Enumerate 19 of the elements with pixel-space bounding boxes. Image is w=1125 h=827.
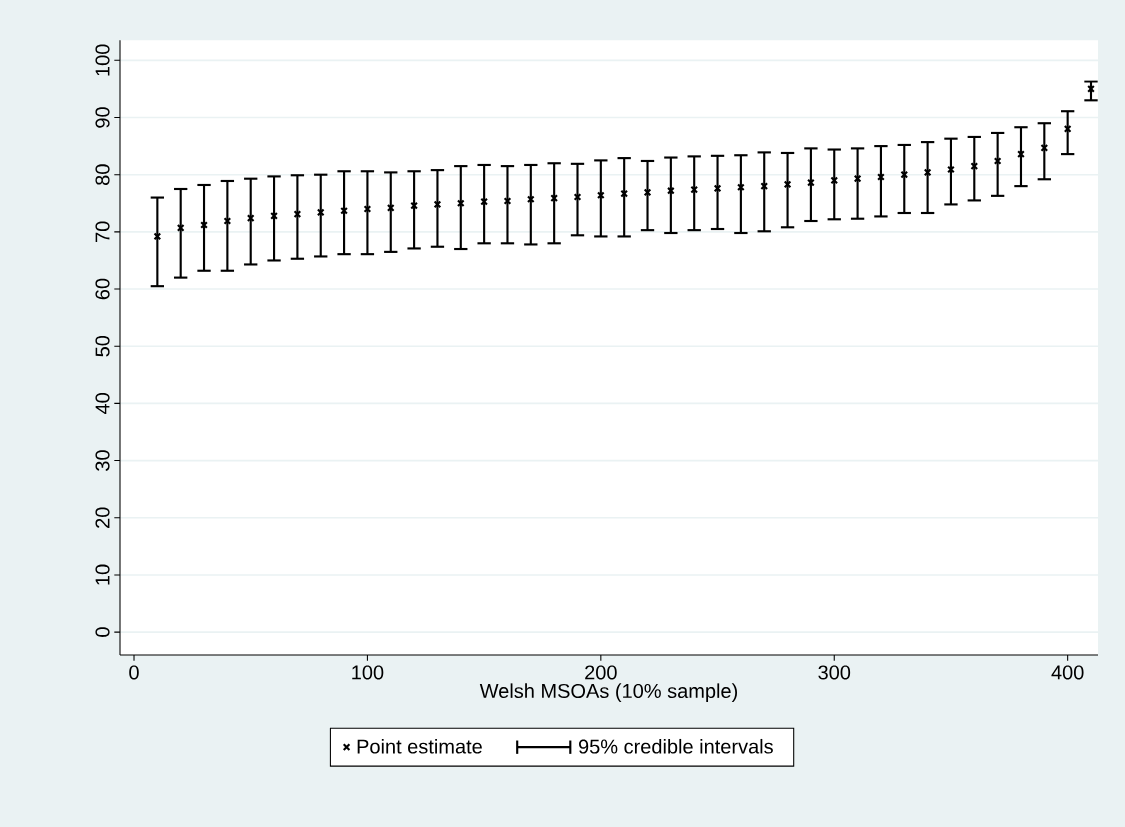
x-tick-label: 300 [818,665,851,680]
y-tick-label: 100 [95,44,110,76]
text: 95% credible intervals [578,738,773,754]
y-tick-label: 60 [95,278,110,300]
x-tick-label: 400 [1051,665,1084,680]
x-axis-title: Welsh MSOAs (10% sample) [479,683,738,702]
x-tick-label: 0 [129,665,139,680]
legend-label: Point estimate [357,738,482,754]
y-tick-label: 40 [95,393,110,415]
x-tick-label: 100 [352,665,384,680]
y-tick-label: 80 [95,164,110,185]
x-tick-label: 200 [585,665,617,680]
y-tick-label: 20 [95,507,110,528]
y-tick-label: 10 [95,564,110,585]
y-tick-label: 70 [95,221,110,242]
y-tick-label: 0 [95,627,110,637]
y-tick-label: 30 [95,450,110,471]
y-tick-label: 90 [95,107,110,128]
y-tick-label: 50 [95,335,110,357]
